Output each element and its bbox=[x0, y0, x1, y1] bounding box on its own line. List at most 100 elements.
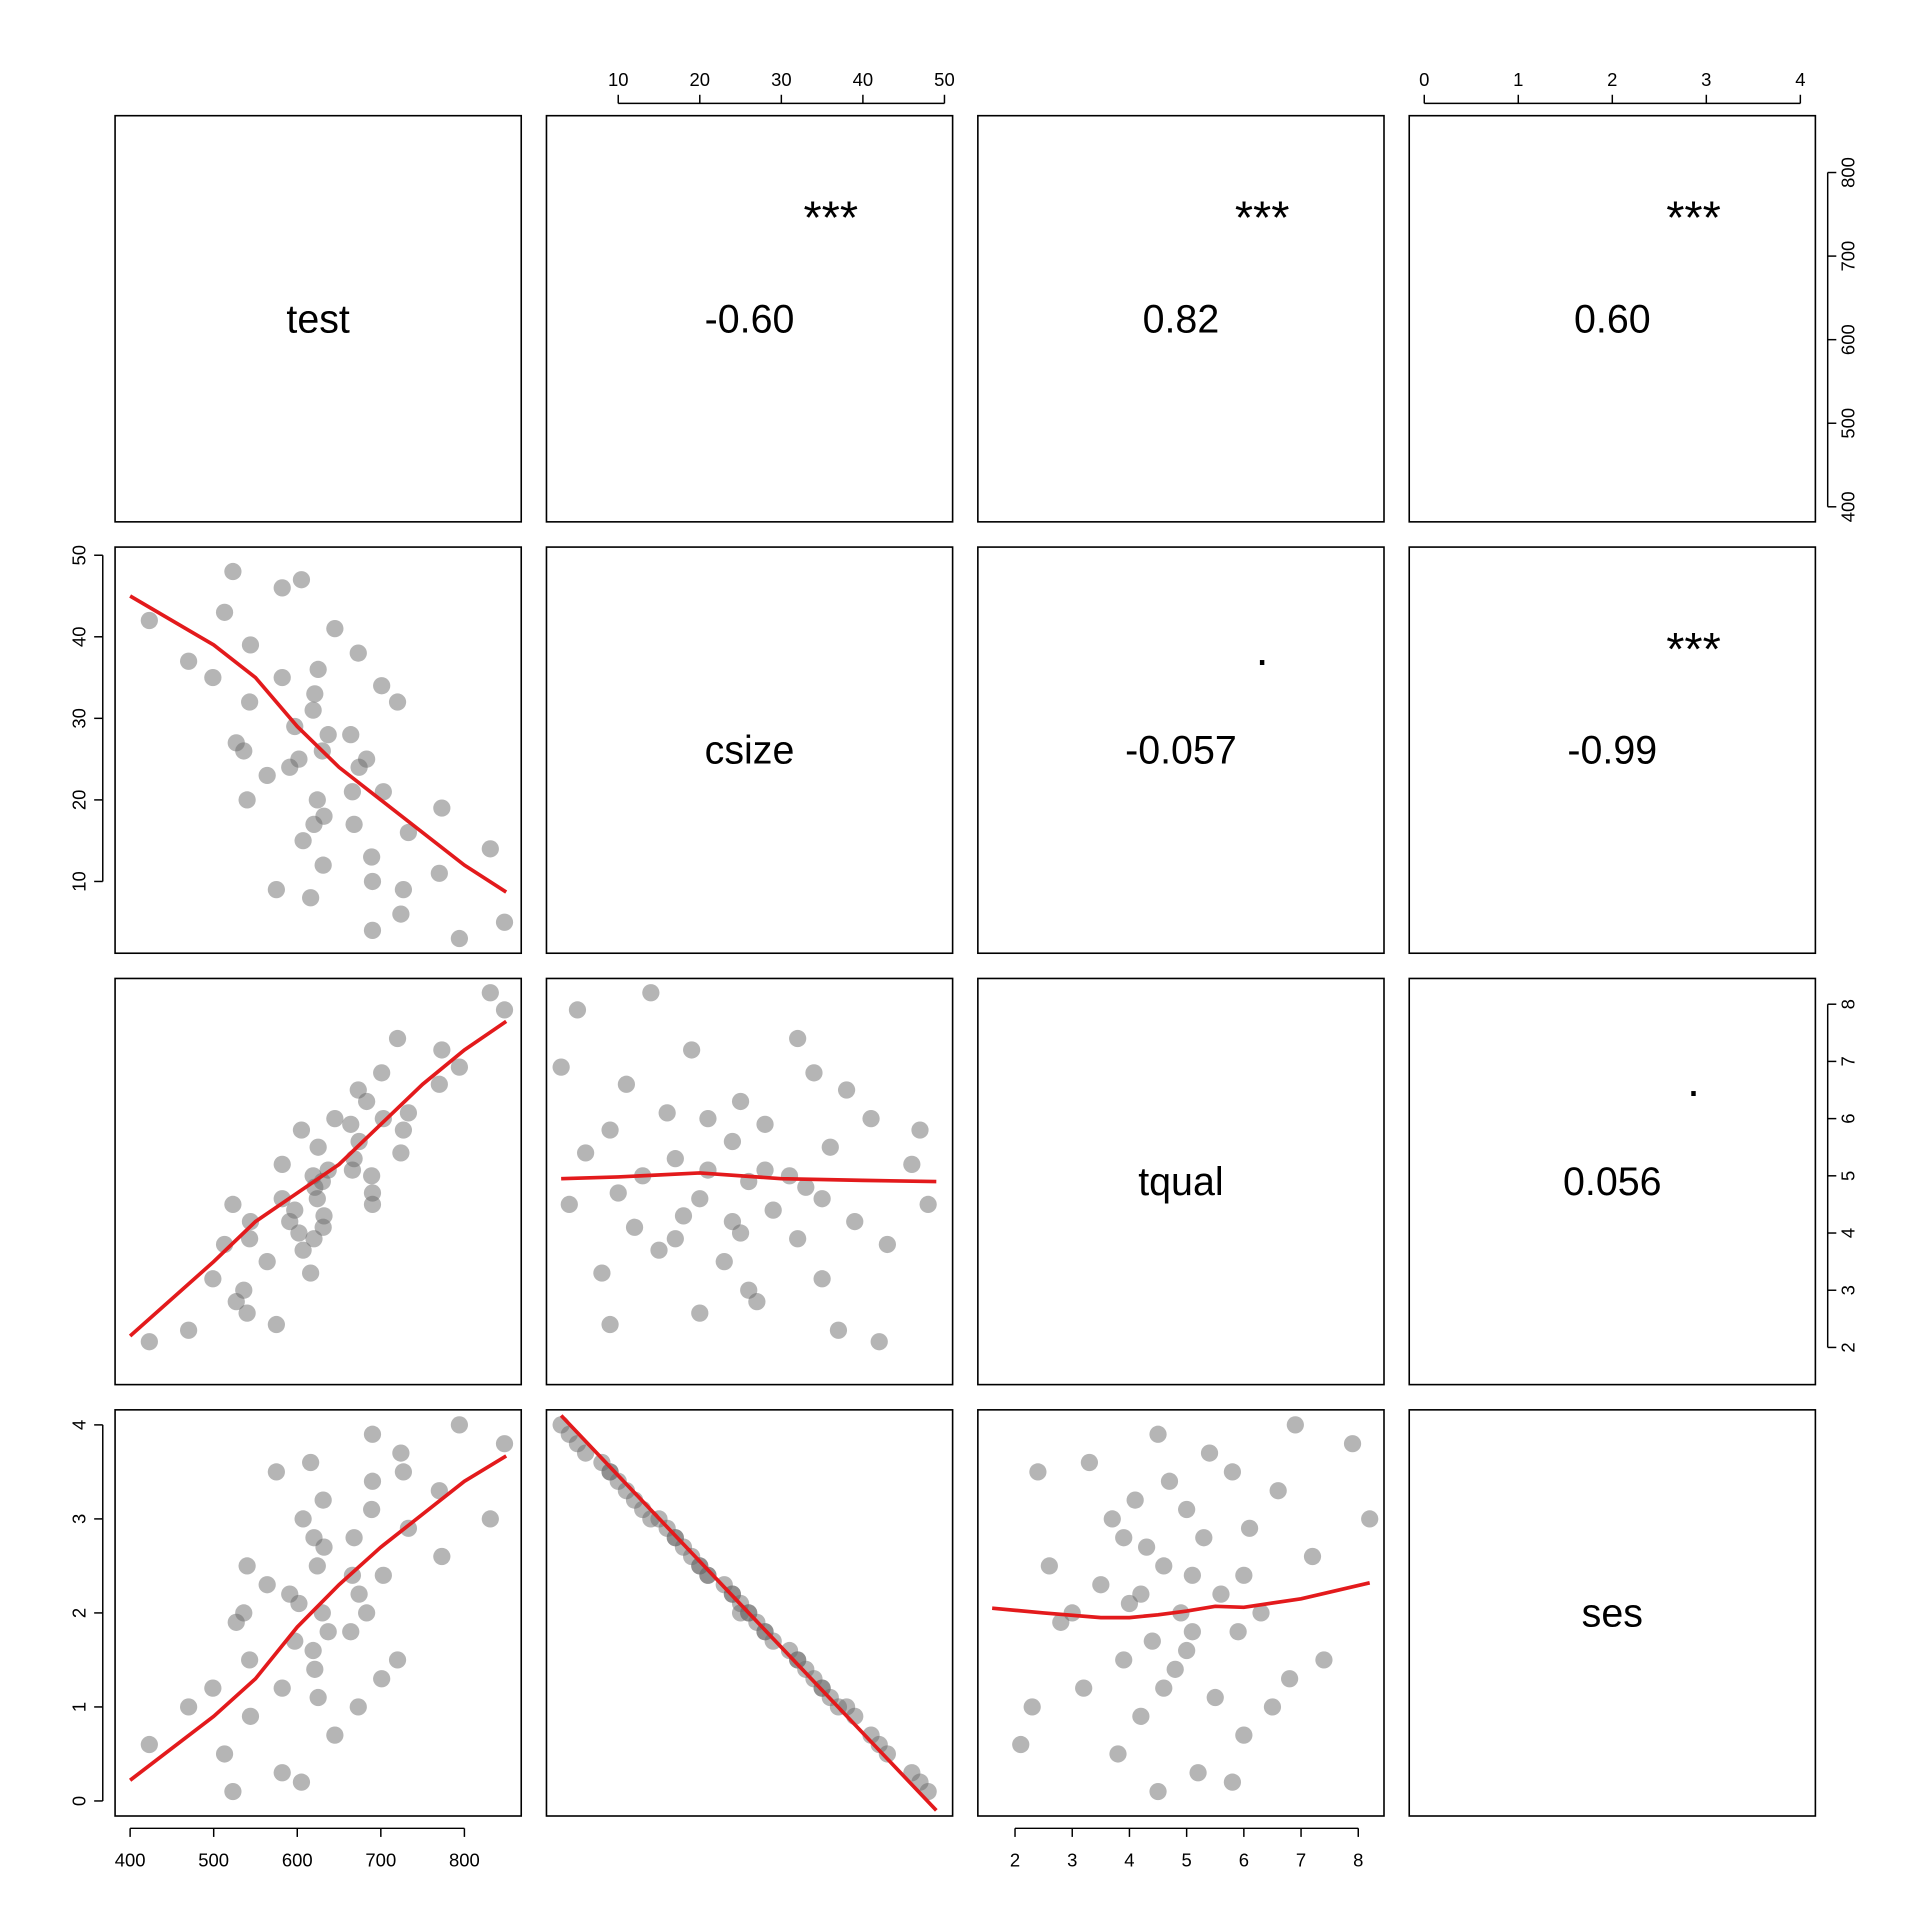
point bbox=[1063, 1604, 1081, 1622]
tick-label: 3 bbox=[1838, 1285, 1859, 1295]
tick-label: 30 bbox=[68, 708, 89, 729]
point bbox=[309, 1138, 327, 1156]
point bbox=[1269, 1482, 1287, 1500]
point bbox=[1143, 1632, 1161, 1650]
point bbox=[267, 1463, 285, 1481]
point bbox=[433, 1041, 451, 1059]
point bbox=[241, 1707, 260, 1725]
tick-label: 700 bbox=[365, 1849, 396, 1870]
point bbox=[450, 929, 469, 948]
point bbox=[789, 1029, 807, 1048]
point bbox=[1235, 1726, 1253, 1744]
panel-frame bbox=[545, 1409, 954, 1817]
scatter-panel bbox=[129, 562, 514, 948]
panel-frame bbox=[114, 977, 523, 1386]
tick-label: 10 bbox=[608, 69, 629, 90]
point bbox=[699, 1566, 717, 1584]
point bbox=[292, 1121, 311, 1139]
point bbox=[363, 1195, 382, 1214]
point bbox=[363, 1472, 382, 1490]
point bbox=[180, 1698, 198, 1716]
point bbox=[642, 984, 660, 1002]
point bbox=[1080, 1453, 1099, 1472]
point bbox=[286, 717, 304, 736]
point bbox=[392, 1444, 410, 1462]
point bbox=[394, 1121, 413, 1139]
point bbox=[140, 611, 158, 630]
point bbox=[374, 783, 392, 801]
panel-frame bbox=[1408, 114, 1817, 523]
correlation: -0.99 bbox=[1567, 729, 1657, 773]
point bbox=[1092, 1576, 1110, 1594]
point bbox=[294, 1241, 312, 1259]
point bbox=[1200, 1444, 1219, 1462]
point bbox=[258, 766, 276, 785]
point bbox=[319, 1623, 337, 1641]
point bbox=[305, 1230, 323, 1248]
point bbox=[805, 1064, 823, 1082]
tick-label: 20 bbox=[690, 69, 711, 90]
significance: *** bbox=[803, 191, 858, 243]
variable-label: ses bbox=[1582, 1591, 1643, 1635]
point bbox=[919, 1195, 937, 1214]
point bbox=[683, 1041, 701, 1059]
point bbox=[306, 1660, 324, 1678]
point bbox=[309, 1688, 327, 1707]
point bbox=[837, 1081, 856, 1099]
variable-label: test bbox=[286, 297, 350, 341]
point bbox=[1132, 1707, 1150, 1725]
point bbox=[309, 660, 327, 679]
point bbox=[1166, 1660, 1184, 1678]
panel-frame bbox=[977, 1409, 1385, 1817]
smooth-line bbox=[128, 1019, 508, 1338]
point bbox=[394, 1463, 413, 1481]
point bbox=[495, 913, 514, 931]
smooth-line bbox=[128, 1454, 508, 1782]
significance: . bbox=[1256, 623, 1269, 675]
panel-frame bbox=[545, 114, 954, 523]
point bbox=[308, 791, 326, 809]
point bbox=[691, 1304, 709, 1322]
point bbox=[258, 1253, 276, 1271]
point bbox=[241, 693, 259, 711]
point bbox=[1183, 1566, 1201, 1584]
point bbox=[1361, 1510, 1379, 1528]
point bbox=[350, 1585, 368, 1603]
tick-label: 1 bbox=[68, 1702, 89, 1712]
point bbox=[780, 1167, 799, 1185]
point bbox=[305, 815, 323, 833]
point bbox=[304, 701, 322, 719]
point bbox=[1012, 1735, 1030, 1754]
point bbox=[292, 1773, 311, 1791]
point bbox=[224, 1195, 242, 1214]
point bbox=[363, 848, 381, 866]
point bbox=[1052, 1613, 1070, 1631]
point bbox=[308, 1190, 326, 1208]
point bbox=[1343, 1435, 1362, 1453]
point bbox=[1149, 1425, 1167, 1443]
point bbox=[238, 791, 256, 809]
point bbox=[241, 1230, 259, 1248]
point bbox=[306, 685, 324, 703]
panel-frame bbox=[1408, 1409, 1817, 1817]
significance: *** bbox=[1666, 623, 1721, 675]
point bbox=[363, 1500, 381, 1519]
point bbox=[740, 1281, 758, 1299]
point bbox=[392, 905, 410, 923]
point bbox=[450, 1058, 469, 1076]
tick-label: 4 bbox=[1795, 69, 1805, 90]
significance: *** bbox=[1235, 191, 1290, 243]
point bbox=[1229, 1623, 1247, 1641]
point bbox=[1160, 1472, 1179, 1490]
point bbox=[1252, 1604, 1270, 1622]
point bbox=[326, 620, 344, 638]
point bbox=[302, 1264, 320, 1282]
point bbox=[363, 872, 382, 891]
point bbox=[870, 1333, 888, 1351]
point bbox=[495, 1435, 514, 1453]
point bbox=[374, 1109, 392, 1128]
point bbox=[350, 1132, 368, 1151]
point bbox=[1178, 1641, 1196, 1660]
point bbox=[715, 1253, 733, 1271]
point bbox=[1280, 1670, 1299, 1688]
